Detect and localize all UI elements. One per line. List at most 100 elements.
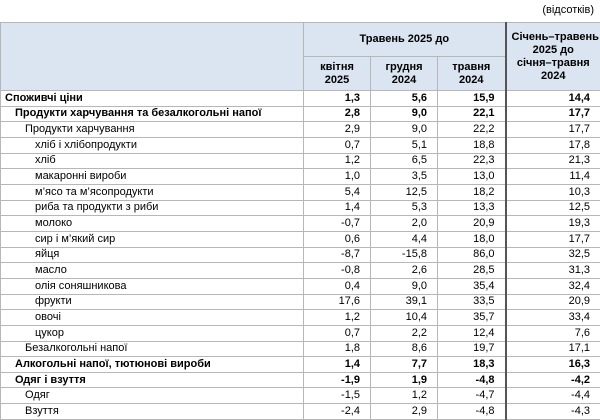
cell-value: 17,1 [506,341,600,357]
cell-value: 6,5 [371,153,438,169]
header-line: 2024 [512,70,596,83]
row-label: хліб і хлібопродукти [1,137,304,153]
cell-value: 20,9 [506,294,600,310]
cell-value: 0,7 [304,137,371,153]
cell-value: 18,0 [438,231,506,247]
cell-value: 12,5 [506,200,600,216]
cell-value: -4,3 [506,404,600,420]
header-line: травня [443,61,500,74]
row-label: макаронні вироби [1,169,304,185]
row-label: масло [1,263,304,279]
cell-value: -4,8 [438,404,506,420]
cell-value: -8,7 [304,247,371,263]
cell-value: 17,8 [506,137,600,153]
cell-value: 16,3 [506,357,600,373]
cell-value: 8,6 [371,341,438,357]
cell-value: 1,4 [304,200,371,216]
cell-value: 33,4 [506,310,600,326]
row-label: Одяг [1,388,304,404]
cell-value: 2,2 [371,325,438,341]
cell-value: 13,0 [438,169,506,185]
row-label: Одяг і взуття [1,372,304,388]
cell-value: 18,2 [438,184,506,200]
cell-value: 2,6 [371,263,438,279]
cell-value: -2,4 [304,404,371,420]
cell-value: -0,8 [304,263,371,279]
row-label: Взуття [1,404,304,420]
cell-value: 5,6 [371,91,438,107]
cell-value: 9,0 [371,106,438,122]
cell-value: 17,7 [506,106,600,122]
header-line: січня–травня [512,57,596,70]
header-line: 2024 [443,74,500,87]
cell-value: 7,7 [371,357,438,373]
cell-value: 17,6 [304,294,371,310]
cell-value: 5,4 [304,184,371,200]
header-line: Січень–травень [512,31,596,44]
cell-value: 1,8 [304,341,371,357]
cell-value: 17,7 [506,231,600,247]
cell-value: 3,5 [371,169,438,185]
cell-value: 22,1 [438,106,506,122]
cell-value: 19,7 [438,341,506,357]
cell-value: 1,4 [304,357,371,373]
cell-value: 28,5 [438,263,506,279]
row-label: Споживчі ціни [1,91,304,107]
header-line: 2024 [376,74,432,87]
cell-value: -4,2 [506,372,600,388]
cell-value: 35,4 [438,278,506,294]
cell-value: 32,5 [506,247,600,263]
cell-value: 17,7 [506,122,600,138]
row-label: цукор [1,325,304,341]
cell-value: 2,9 [304,122,371,138]
cell-value: -15,8 [371,247,438,263]
cell-value: 9,0 [371,122,438,138]
cell-value: 1,2 [304,310,371,326]
cell-value: 33,5 [438,294,506,310]
cell-value: -4,8 [438,372,506,388]
row-label: молоко [1,216,304,232]
cell-value: 18,8 [438,137,506,153]
row-label: риба та продукти з риби [1,200,304,216]
cell-value: 15,9 [438,91,506,107]
cell-value: -4,4 [506,388,600,404]
cell-value: 35,7 [438,310,506,326]
cell-value: 10,3 [506,184,600,200]
row-label: яйця [1,247,304,263]
cell-value: 1,2 [304,153,371,169]
cell-value: 39,1 [371,294,438,310]
cell-value: -1,9 [304,372,371,388]
header-line: 2025 [309,74,365,87]
cell-value: 0,4 [304,278,371,294]
cell-value: -4,7 [438,388,506,404]
cell-value: -0,7 [304,216,371,232]
row-label: сир і м’який сир [1,231,304,247]
cell-value: -1,5 [304,388,371,404]
cell-value: 31,3 [506,263,600,279]
cell-value: 2,0 [371,216,438,232]
cell-value: 5,1 [371,137,438,153]
header-line: квітня [309,61,365,74]
cell-value: 19,3 [506,216,600,232]
cell-value: 2,8 [304,106,371,122]
cell-value: 21,3 [506,153,600,169]
